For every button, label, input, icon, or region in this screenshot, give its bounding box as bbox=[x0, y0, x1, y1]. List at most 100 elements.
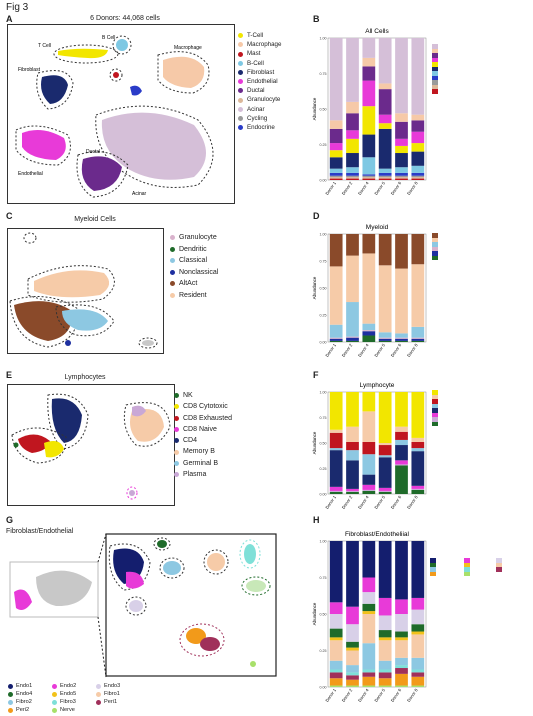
legend-swatch bbox=[170, 269, 175, 275]
legend-label: Macrophage bbox=[247, 41, 282, 49]
chart-title: All Cells bbox=[365, 28, 389, 35]
x-tick-label: Donor 2 bbox=[341, 494, 354, 510]
bar-segment bbox=[346, 337, 359, 341]
cluster-fibro1 bbox=[207, 553, 225, 571]
legend-item: Memory B bbox=[174, 446, 232, 457]
bar-segment bbox=[378, 597, 392, 616]
legend-swatch bbox=[238, 51, 243, 57]
plot-area bbox=[327, 391, 427, 495]
legend-item: Peri1 bbox=[96, 698, 136, 706]
legend-item: Endo4 bbox=[8, 690, 52, 698]
legend-label: Cycling bbox=[247, 114, 268, 122]
bar-segment bbox=[346, 392, 359, 427]
legend-swatch bbox=[496, 562, 502, 567]
bar-segment bbox=[395, 38, 408, 114]
x-tick-label: Donor 6 bbox=[390, 494, 403, 510]
bar-segment bbox=[346, 624, 359, 642]
bar-segment bbox=[329, 175, 343, 178]
legend-item: Endo5 bbox=[52, 690, 96, 698]
bar-segment bbox=[329, 640, 343, 661]
bar-segment bbox=[395, 665, 408, 669]
legend-swatch bbox=[174, 393, 179, 399]
legend-item: CD8 Exhausted bbox=[174, 413, 232, 424]
bar-segment bbox=[362, 676, 376, 686]
y-tick-label: 0.00 bbox=[320, 685, 327, 689]
cluster-acinar bbox=[101, 112, 206, 180]
legend-swatch bbox=[52, 691, 57, 697]
legend-item bbox=[430, 562, 464, 567]
legend-label: Endo2 bbox=[60, 683, 77, 689]
legend-swatch bbox=[464, 571, 470, 576]
bar-segment bbox=[362, 157, 376, 175]
bar-segment bbox=[346, 234, 359, 256]
cluster-cd8-cytotoxic-outline bbox=[11, 427, 67, 464]
legend-swatch bbox=[170, 292, 175, 298]
bar-segment bbox=[395, 439, 408, 446]
bar-segment bbox=[329, 324, 343, 338]
bar-segment bbox=[362, 577, 376, 593]
bar-segment bbox=[378, 128, 392, 169]
legend-swatch bbox=[174, 438, 179, 444]
bar-segment bbox=[346, 178, 359, 180]
bar-segment bbox=[362, 174, 376, 176]
bar-segment bbox=[411, 120, 425, 132]
bar-segment bbox=[395, 333, 408, 338]
bar-segment bbox=[411, 672, 425, 677]
legend-item bbox=[432, 399, 440, 404]
bar-segment bbox=[362, 672, 376, 677]
zoom-line-top bbox=[97, 533, 107, 563]
cluster-tcell bbox=[58, 48, 108, 59]
bar-segment bbox=[378, 445, 392, 456]
bar-segment bbox=[411, 441, 425, 449]
legend-item: NK bbox=[174, 390, 232, 401]
legend-item bbox=[432, 48, 440, 53]
legend-f bbox=[432, 390, 440, 426]
bar-segment bbox=[378, 637, 392, 641]
bar-segment bbox=[378, 114, 392, 124]
bar-segment bbox=[378, 338, 392, 341]
bar-segment bbox=[346, 38, 359, 102]
legend-label: Memory B bbox=[183, 448, 215, 456]
y-tick-label: 0.50 bbox=[320, 441, 327, 445]
legend-swatch bbox=[432, 255, 438, 260]
legend-swatch bbox=[432, 48, 438, 53]
panel-label-c: C bbox=[6, 211, 13, 221]
bar-segment bbox=[329, 678, 343, 686]
bar-segment bbox=[411, 131, 425, 144]
legend-swatch bbox=[174, 472, 179, 478]
cluster-cd8-cytotoxic bbox=[44, 441, 64, 458]
y-tick-label: 0.25 bbox=[320, 143, 327, 147]
bar-segment bbox=[346, 450, 359, 461]
bar-segment bbox=[346, 606, 359, 625]
bar-segment bbox=[395, 234, 408, 269]
legend-swatch bbox=[238, 33, 243, 39]
bar-segment bbox=[346, 488, 359, 491]
chart-title: Fibroblast/Endotheliial bbox=[345, 531, 410, 538]
bar-segment bbox=[378, 89, 392, 115]
cluster-cd4 bbox=[51, 398, 82, 443]
legend-swatch bbox=[432, 403, 438, 408]
bar-segment bbox=[411, 338, 425, 341]
legend-label: Acinar bbox=[247, 105, 265, 113]
bar-chart-myeloid: Myeloid Abundance 0.00 0.25 0.50 0.75 1.00 Dono… bbox=[310, 220, 430, 366]
bar-segment bbox=[411, 175, 425, 178]
legend-item: Resident bbox=[170, 290, 218, 302]
legend-label: NK bbox=[183, 392, 193, 399]
legend-item bbox=[496, 562, 526, 567]
bar-segment bbox=[346, 491, 359, 494]
x-tick-label: Donor 1 bbox=[324, 180, 337, 196]
cluster-classical-outline bbox=[55, 304, 115, 337]
bar-segment bbox=[378, 340, 392, 342]
y-tick-label: 0.75 bbox=[320, 416, 327, 420]
x-tick-label: Donor 2 bbox=[341, 687, 354, 703]
legend-item bbox=[464, 567, 496, 572]
legend-item bbox=[432, 44, 440, 49]
bar-segment bbox=[346, 101, 359, 114]
x-tick-label: Donor 8 bbox=[406, 342, 419, 358]
legend-item: Endothelial bbox=[238, 77, 281, 86]
bar-segment bbox=[362, 175, 376, 178]
x-tick-label: Donor 5 bbox=[373, 494, 386, 510]
legend-item bbox=[432, 417, 440, 422]
cluster-nonclassical bbox=[65, 340, 71, 346]
cluster-endocrine bbox=[130, 85, 142, 96]
